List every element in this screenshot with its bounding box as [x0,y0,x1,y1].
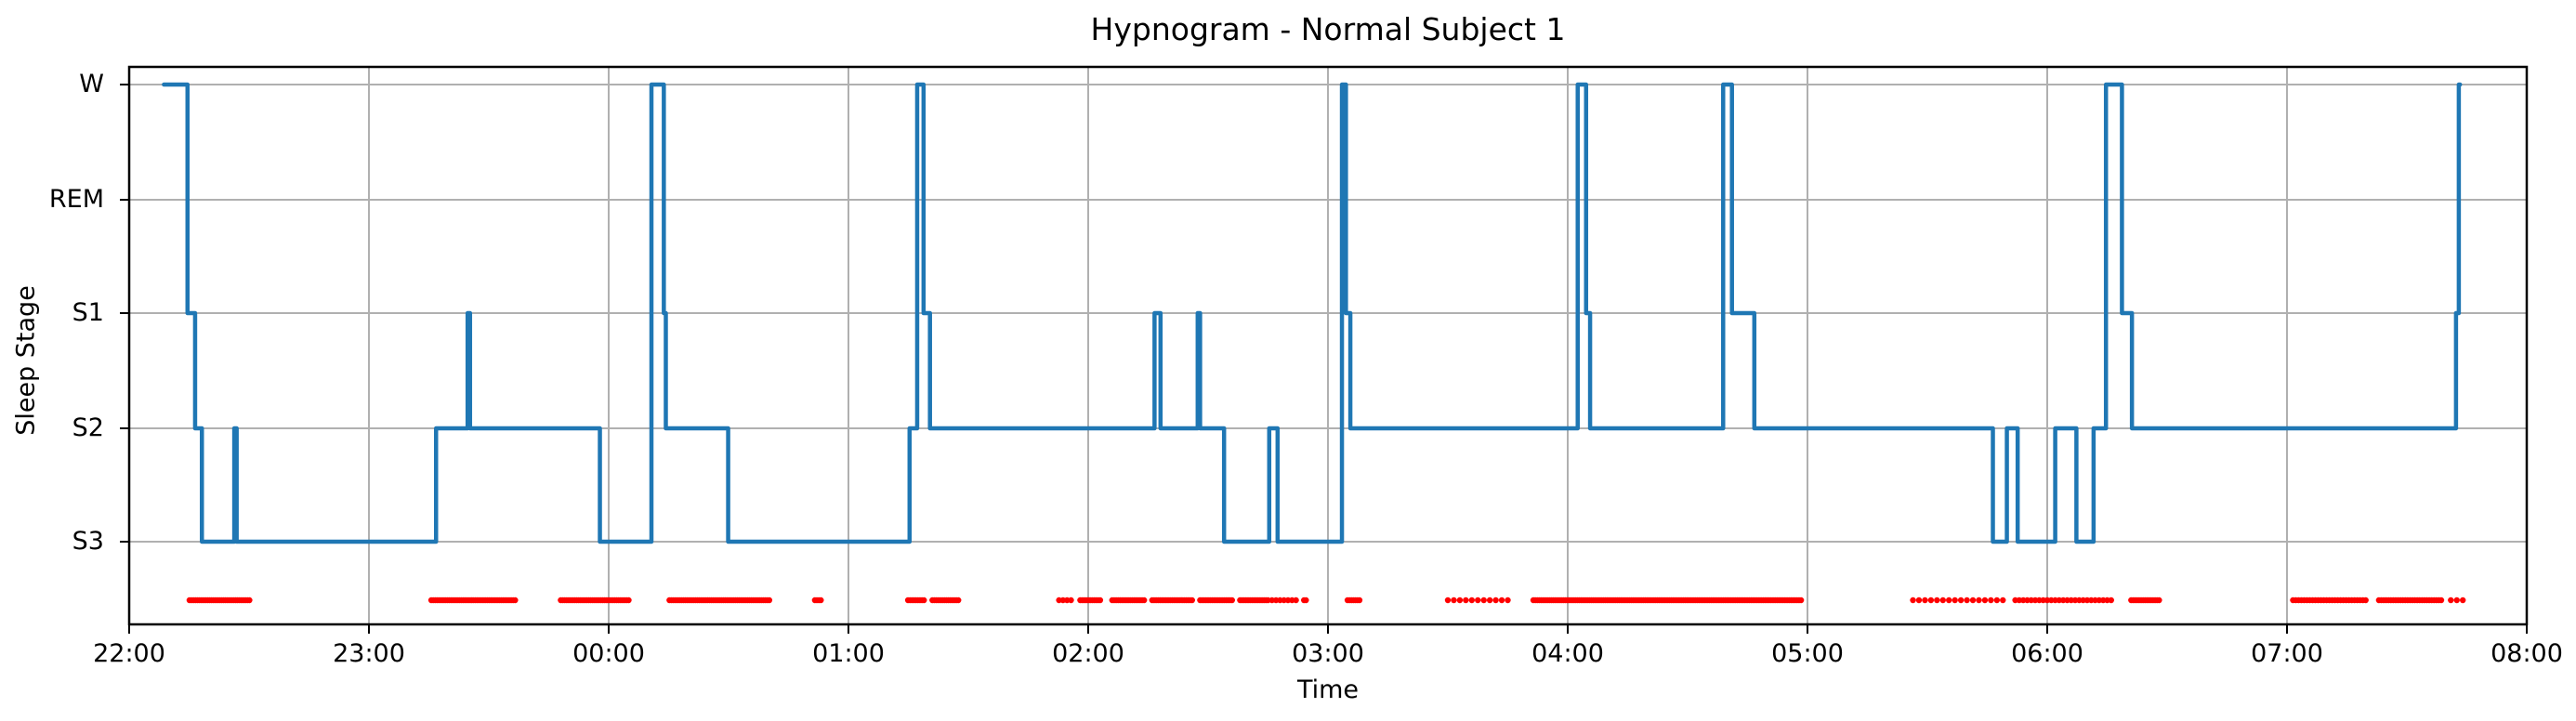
x-tick-0300: 03:00 [1292,639,1364,668]
x-tick-0000: 00:00 [572,639,645,668]
x-tick-0200: 02:00 [1052,639,1124,668]
x-tick-0600: 06:00 [2011,639,2083,668]
x-tick-0100: 01:00 [812,639,885,668]
x-tick-2300: 23:00 [333,639,405,668]
x-tick-0400: 04:00 [1531,639,1604,668]
chart-title: Hypnogram - Normal Subject 1 [1090,11,1566,47]
x-tick-0500: 05:00 [1771,639,1844,668]
y-axis-label: Sleep Stage [11,285,41,436]
axes-frame [120,65,2529,634]
y-tick-s3: S3 [72,527,104,556]
y-tick-s1: S1 [72,298,104,327]
sleep-stage-step-line [162,82,2463,544]
y-tick-s2: S2 [72,413,104,442]
x-tick-0700: 07:00 [2251,639,2323,668]
y-tick-w: W [79,70,104,98]
x-tick-0800: 08:00 [2491,639,2563,668]
event-markers [186,596,2466,604]
x-axis-label: Time [1296,675,1360,704]
y-tick-rem: REM [48,185,104,214]
x-tick-2200: 22:00 [93,639,165,668]
